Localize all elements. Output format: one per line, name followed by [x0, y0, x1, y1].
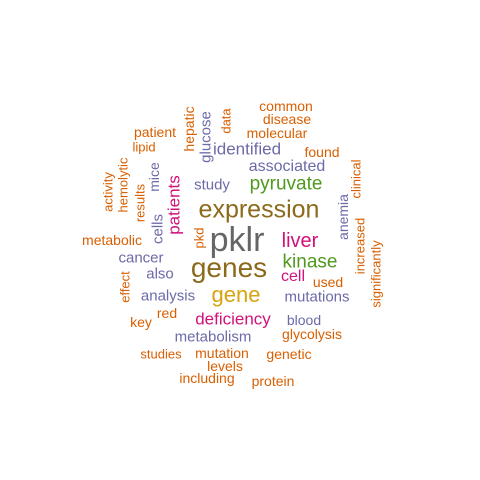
word-activity: activity — [100, 172, 116, 212]
word-cell: cell — [280, 268, 306, 285]
word-clinical: clinical — [348, 159, 364, 199]
word-study: study — [194, 176, 230, 194]
word-mice: mice — [146, 162, 162, 192]
word-red: red — [156, 305, 178, 321]
word-analysis: analysis — [140, 287, 196, 305]
word-pyruvate: pyruvate — [249, 173, 323, 195]
word-expression: expression — [198, 195, 320, 224]
word-hepatic: hepatic — [181, 106, 197, 152]
word-identified: identified — [212, 139, 282, 159]
word-lipid: lipid — [132, 139, 156, 155]
word-kinase: kinase — [282, 251, 338, 273]
word-increased: increased — [352, 217, 368, 275]
word-pkd: pkd — [191, 227, 207, 249]
word-deficiency: deficiency — [195, 309, 271, 329]
word-metabolic: metabolic — [82, 232, 142, 248]
word-molecular: molecular — [246, 125, 308, 141]
word-studies: studies — [140, 346, 182, 362]
word-blood: blood — [286, 312, 322, 328]
word-cancer: cancer — [118, 249, 164, 267]
word-associated: associated — [248, 158, 326, 175]
word-mutation: mutation — [195, 345, 249, 361]
word-protein: protein — [251, 373, 295, 389]
word-levels: levels — [207, 358, 243, 374]
word-liver: liver — [281, 230, 319, 252]
word-genetic: genetic — [266, 346, 312, 362]
word-patient: patient — [133, 124, 177, 140]
word-including: including — [179, 370, 235, 386]
word-cells: cells — [149, 213, 167, 245]
word-also: also — [146, 265, 174, 283]
word-glucose: glucose — [197, 111, 215, 163]
word-data: data — [218, 108, 234, 134]
word-results: results — [132, 183, 148, 223]
word-mutations: mutations — [284, 288, 350, 306]
word-patients: patients — [164, 175, 184, 235]
word-effect: effect — [117, 271, 133, 303]
word-key: key — [130, 314, 152, 330]
word-genes: genes — [190, 252, 268, 283]
word-glycolysis: glycolysis — [282, 326, 342, 342]
word-gene: gene — [211, 282, 261, 307]
word-pklr: pklr — [209, 221, 265, 259]
word-found: found — [304, 144, 340, 160]
word-disease: disease — [262, 111, 312, 127]
word-significantly: significantly — [368, 240, 384, 308]
word-anemia: anemia — [335, 194, 351, 240]
word-common: common — [259, 98, 313, 114]
word-hemolytic: hemolytic — [115, 157, 131, 213]
word-metabolism: metabolism — [174, 328, 252, 346]
word-used: used — [312, 274, 344, 290]
